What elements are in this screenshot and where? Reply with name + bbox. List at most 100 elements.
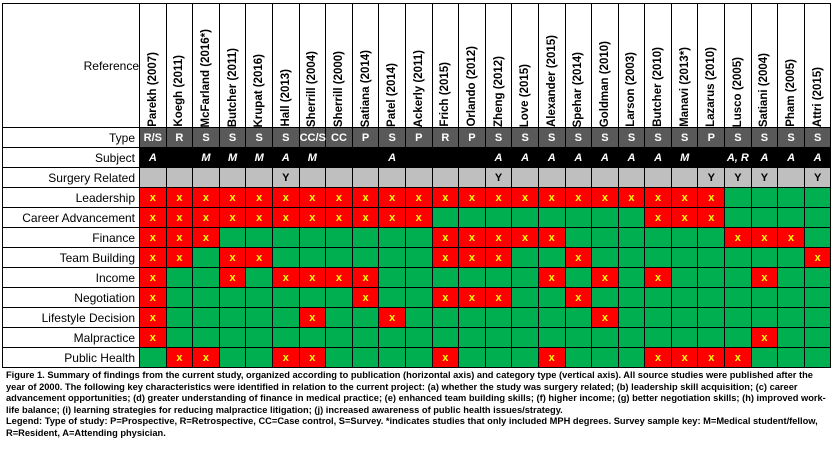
finding-absent-cell — [218, 227, 247, 248]
subject-cell: A — [378, 147, 406, 168]
finding-absent-cell — [458, 347, 486, 368]
finding-absent-cell — [803, 207, 832, 228]
finding-absent-cell — [325, 227, 353, 248]
finding-absent-cell — [165, 287, 194, 308]
type-cell: S — [777, 127, 805, 148]
finding-absent-cell — [298, 247, 327, 268]
finding-present-cell: x — [351, 267, 380, 288]
reference-header: Zheng (2012) — [484, 3, 513, 128]
finding-absent-cell — [644, 287, 672, 308]
finding-absent-cell — [298, 287, 327, 308]
finding-absent-cell — [591, 227, 619, 248]
finding-present-cell: x — [218, 187, 247, 208]
finding-absent-cell — [511, 307, 539, 328]
finding-present-cell: x — [378, 187, 406, 208]
reference-name: Butcher (2011) — [226, 47, 239, 127]
reference-header: Satiana (2014) — [351, 3, 380, 128]
finding-absent-cell — [484, 327, 513, 348]
type-cell: S — [245, 127, 273, 148]
finding-absent-cell — [670, 267, 699, 288]
finding-present-cell: x — [404, 187, 433, 208]
finding-present-cell: x — [431, 347, 460, 368]
finding-absent-cell — [777, 267, 805, 288]
legend-paragraph: Legend: Type of study: P=Prospective, R=… — [6, 416, 818, 438]
finding-present-cell: x — [697, 207, 726, 228]
finding-present-cell: x — [537, 347, 566, 368]
reference-header: Orlando (2012) — [458, 3, 486, 128]
finding-absent-cell — [644, 227, 672, 248]
finding-absent-cell — [218, 307, 247, 328]
finding-present-cell: x — [644, 187, 672, 208]
surgery-cell — [298, 167, 327, 188]
subject-cell: A — [564, 147, 593, 168]
category-row: Leadership x x x x x x x x x x x x x x x x x x x x x x — [2, 187, 832, 208]
type-cell: P — [404, 127, 433, 148]
finding-present-cell: x — [351, 207, 380, 228]
finding-present-cell: x — [591, 267, 619, 288]
row-label: Subject — [2, 147, 140, 168]
subject-cell: A — [591, 147, 619, 168]
finding-absent-cell — [511, 267, 539, 288]
finding-absent-cell — [670, 247, 699, 268]
category-label: Leadership — [2, 187, 140, 208]
finding-absent-cell — [803, 347, 832, 368]
finding-absent-cell — [724, 187, 752, 208]
surgery-cell — [165, 167, 194, 188]
finding-absent-cell — [697, 287, 726, 308]
finding-absent-cell — [564, 267, 593, 288]
finding-present-cell: x — [458, 187, 486, 208]
finding-absent-cell — [404, 347, 433, 368]
surgery-cell — [431, 167, 460, 188]
finding-present-cell: x — [351, 287, 380, 308]
finding-present-cell: x — [803, 247, 832, 268]
finding-absent-cell — [458, 327, 486, 348]
finding-absent-cell — [564, 207, 593, 228]
finding-present-cell: x — [325, 267, 353, 288]
reference-header: Manavi (2013*) — [670, 3, 699, 128]
finding-present-cell: x — [537, 267, 566, 288]
type-cell: R — [431, 127, 460, 148]
category-label: Malpractice — [2, 327, 140, 348]
finding-absent-cell — [617, 307, 646, 328]
finding-absent-cell — [697, 227, 726, 248]
finding-absent-cell — [670, 327, 699, 348]
subject-cell: A — [644, 147, 672, 168]
finding-absent-cell — [484, 207, 513, 228]
reference-name: Patel (2014) — [386, 63, 399, 127]
finding-absent-cell — [750, 347, 779, 368]
type-cell: R/S — [139, 127, 167, 148]
reference-name: Love (2015) — [519, 63, 532, 127]
finding-absent-cell — [617, 227, 646, 248]
finding-absent-cell — [617, 327, 646, 348]
finding-present-cell: x — [298, 267, 327, 288]
finding-present-cell: x — [724, 347, 752, 368]
finding-absent-cell — [325, 307, 353, 328]
finding-absent-cell — [803, 287, 832, 308]
finding-present-cell: x — [325, 187, 353, 208]
subject-cell: A — [777, 147, 805, 168]
finding-absent-cell — [697, 327, 726, 348]
finding-present-cell: x — [218, 207, 247, 228]
reference-header: Goldman (2010) — [591, 3, 619, 128]
subject-cell — [697, 147, 726, 168]
type-cell: P — [458, 127, 486, 148]
finding-present-cell: x — [271, 187, 300, 208]
reference-header: Butcher (2010) — [644, 3, 672, 128]
type-cell: S — [564, 127, 593, 148]
finding-absent-cell — [271, 287, 300, 308]
subject-cell: A — [271, 147, 300, 168]
surgery-cell — [511, 167, 539, 188]
finding-present-cell: x — [245, 187, 273, 208]
finding-absent-cell — [192, 327, 220, 348]
finding-absent-cell — [325, 327, 353, 348]
subject-cell — [431, 147, 460, 168]
finding-present-cell: x — [537, 187, 566, 208]
finding-absent-cell — [670, 227, 699, 248]
surgery-cell — [777, 167, 805, 188]
reference-name: Zheng (2012) — [492, 56, 505, 127]
finding-absent-cell — [218, 327, 247, 348]
finding-absent-cell — [750, 307, 779, 328]
finding-present-cell: x — [165, 187, 194, 208]
finding-absent-cell — [777, 187, 805, 208]
